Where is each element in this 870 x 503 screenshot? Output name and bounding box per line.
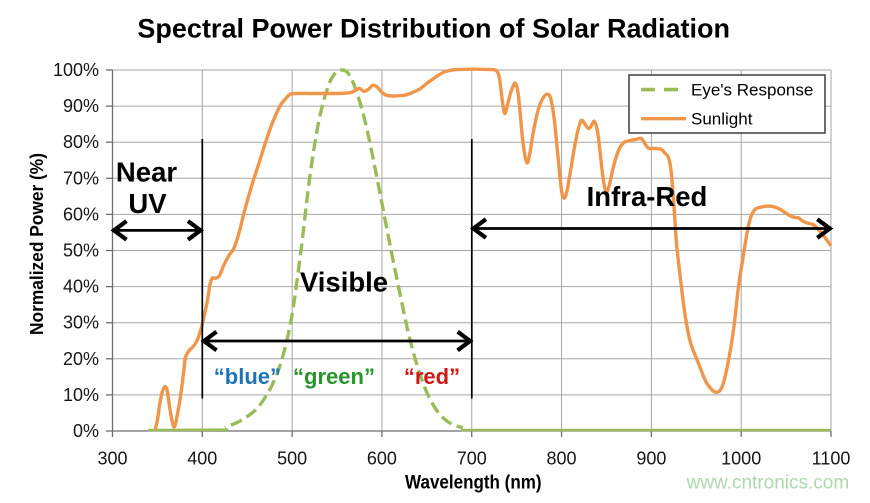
svg-text:1100: 1100 <box>812 449 851 469</box>
svg-text:Sunlight: Sunlight <box>691 110 753 129</box>
svg-text:Near: Near <box>116 157 177 188</box>
svg-text:“green”: “green” <box>293 364 375 389</box>
svg-text:0%: 0% <box>73 421 99 441</box>
svg-text:40%: 40% <box>63 277 99 297</box>
svg-text:Infra-Red: Infra-Red <box>587 181 708 212</box>
svg-text:20%: 20% <box>63 349 99 369</box>
svg-text:90%: 90% <box>63 96 99 116</box>
svg-text:800: 800 <box>547 449 577 469</box>
svg-text:Normalized Power (%): Normalized Power (%) <box>26 153 47 335</box>
svg-text:60%: 60% <box>63 204 99 224</box>
svg-text:100%: 100% <box>53 60 99 80</box>
svg-text:www.cntronics.com: www.cntronics.com <box>686 473 850 494</box>
svg-text:Wavelength (nm): Wavelength (nm) <box>405 473 542 494</box>
svg-text:600: 600 <box>367 449 397 469</box>
svg-text:70%: 70% <box>63 168 99 188</box>
svg-text:Spectral Power Distribution of: Spectral Power Distribution of Solar Rad… <box>137 13 730 43</box>
svg-text:500: 500 <box>277 449 307 469</box>
svg-text:Visible: Visible <box>300 267 388 298</box>
svg-text:10%: 10% <box>63 385 99 405</box>
svg-text:300: 300 <box>97 449 127 469</box>
svg-text:80%: 80% <box>63 132 99 152</box>
svg-text:50%: 50% <box>63 241 99 261</box>
svg-text:UV: UV <box>128 188 167 219</box>
svg-text:900: 900 <box>636 449 666 469</box>
svg-text:400: 400 <box>187 449 217 469</box>
svg-text:700: 700 <box>457 449 487 469</box>
svg-text:1000: 1000 <box>721 449 761 469</box>
svg-text:“red”: “red” <box>404 364 460 389</box>
svg-text:Eye's Response: Eye's Response <box>691 80 813 99</box>
svg-text:30%: 30% <box>63 313 99 333</box>
svg-text:“blue”: “blue” <box>214 364 281 389</box>
